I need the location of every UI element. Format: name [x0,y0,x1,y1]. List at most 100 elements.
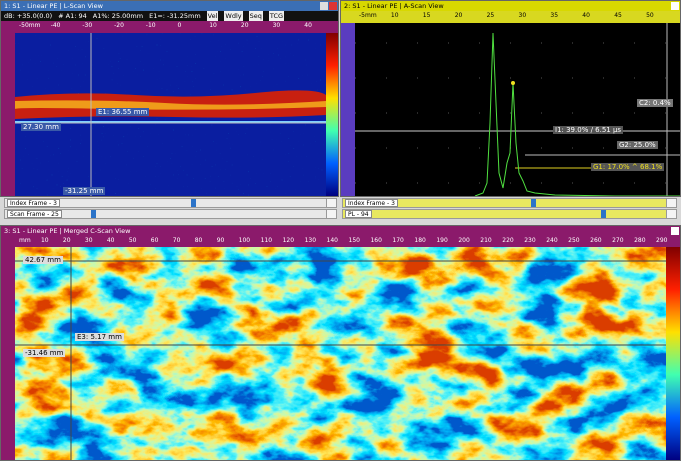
slider-thumb[interactable] [531,199,536,207]
slider-label: Index Frame - 3 [345,199,398,207]
close-button[interactable] [329,2,337,10]
ruler-label: 35 [550,12,558,19]
ruler-label: 80 [195,237,203,244]
toolbar-item: TCG [269,11,284,21]
panel-title: 2: S1 - Linear PE | A-Scan View [341,1,680,11]
slider-arrow[interactable] [666,210,676,218]
ruler-label: 50 [129,237,137,244]
ruler-label: 160 [370,237,381,244]
toolbar-item: dB: +35.0(0.0) [4,11,52,21]
toolbar-item: A1%: 25.00mm [93,11,143,21]
maximize-button[interactable] [671,227,679,235]
ruler-label: -40 [51,22,61,29]
noise [15,247,666,460]
cscan-image [15,247,666,460]
left-ruler [1,33,15,196]
lscan-image [15,33,326,196]
pl-slider[interactable]: PL - 94 [342,209,677,219]
ruler-label: 260 [590,237,601,244]
cursor-label: -31.46 mm [23,349,65,357]
panel-title: 1: S1 - Linear PE | L-Scan View [1,1,338,11]
ascan-panel: 2: S1 - Linear PE | A-Scan View -5mm 10 15… [340,0,681,197]
ruler-label: 40 [304,22,312,29]
top-ruler: -50mm -40 -30 -20 -10 0 10 20 30 40 [1,21,338,33]
ruler-label: 90 [217,237,225,244]
gate-label: C2: 0.4% [637,99,673,107]
gate-label: I1: 39.0% / 6.51 µs [553,126,623,134]
cursor-label: E1: 36.55 mm [96,108,149,116]
ruler-label: 25 [487,12,495,19]
ruler-label: 170 [392,237,403,244]
slider-arrow[interactable] [666,199,676,207]
toolbar-item: E1=: -31.25mm [149,11,201,21]
maximize-button[interactable] [320,2,328,10]
ruler-label: -10 [146,22,156,29]
index-slider[interactable]: Index Frame - 3 [4,198,337,208]
ruler-label: 230 [524,237,535,244]
ruler-label: 210 [480,237,491,244]
slider-label: Scan Frame - 25 [7,210,62,218]
ruler-label: -20 [114,22,124,29]
ruler-label: 220 [502,237,513,244]
ruler-label: 190 [436,237,447,244]
ruler-label: 10 [41,237,49,244]
ruler-label: 30 [519,12,527,19]
color-bar [326,33,338,196]
ruler-label: 70 [173,237,181,244]
ruler-label: 290 [656,237,667,244]
ruler-label: 60 [151,237,159,244]
left-ruler [1,247,15,460]
waveform [475,33,680,196]
slider-thumb[interactable] [191,199,196,207]
ruler-label: 10 [391,12,399,19]
ruler-label: 150 [349,237,360,244]
ruler-label: 130 [305,237,316,244]
slider-arrow[interactable] [326,210,336,218]
toolbar-item: Vel [207,11,219,21]
toolbar-item: Wdly [224,11,242,21]
panel-title: 3: S1 - Linear PE | Merged C-Scan View [1,226,680,236]
index-slider[interactable]: Index Frame - 3 [342,198,677,208]
peak-marker [511,81,515,85]
slider-thumb[interactable] [91,210,96,218]
ruler-label: 270 [612,237,623,244]
ruler-label: 140 [327,237,338,244]
scan-slider[interactable]: Scan Frame - 25 [4,209,337,219]
ruler-label: 240 [546,237,557,244]
cursor-label: 42.67 mm [23,256,63,264]
cscan-panel: 3: S1 - Linear PE | Merged C-Scan View m… [0,225,681,461]
cursor-label: -31.25 mm [63,187,105,195]
maximize-button[interactable] [671,2,679,10]
ruler-label: 20 [241,22,249,29]
ruler-label: 200 [458,237,469,244]
ruler-label: 250 [568,237,579,244]
ruler-label: 100 [239,237,250,244]
lscan-panel: 1: S1 - Linear PE | L-Scan View dB: +35.… [0,0,339,197]
slider-thumb[interactable] [601,210,606,218]
ruler-label: 120 [283,237,294,244]
ruler-label: 45 [614,12,622,19]
ruler-label: 180 [414,237,425,244]
gate-label: G2: 25.0% [617,141,658,149]
cursor-label: 27.30 mm [21,123,61,131]
slider-label: PL - 94 [345,210,372,218]
ruler-label: 0 [178,22,182,29]
slider-arrow[interactable] [326,199,336,207]
ruler-label: 30 [273,22,281,29]
ruler-label: -5mm [359,12,377,19]
ruler-label: 15 [423,12,431,19]
ruler-label: 40 [582,12,590,19]
ruler-label: 20 [63,237,71,244]
ruler-label: mm [19,237,31,244]
gate-label: G1: 17.0% ^ 68.1% [591,163,664,171]
ruler-label: 50 [646,12,654,19]
ruler-label: 110 [261,237,272,244]
ruler-label: 10 [209,22,217,29]
ruler-label: -30 [82,22,92,29]
ruler-label: -50mm [19,22,41,29]
left-ruler [341,23,355,196]
ruler-label: 280 [634,237,645,244]
color-bar [666,247,680,460]
